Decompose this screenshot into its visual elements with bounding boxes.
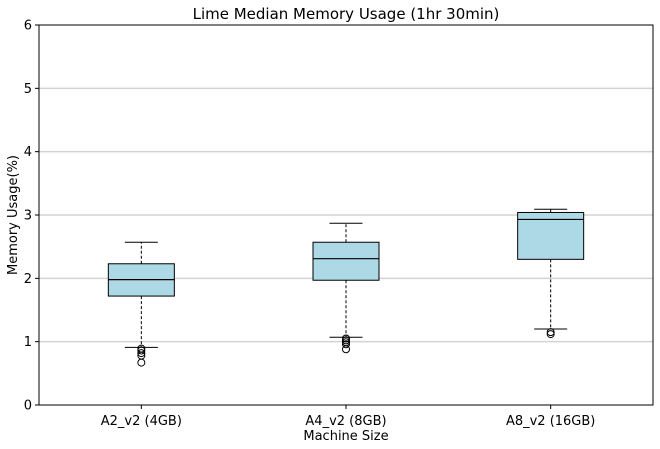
outlier-1-4 bbox=[342, 334, 350, 343]
y-tick-label-2: 2 bbox=[24, 272, 32, 287]
x-tick-label-2: A8_v2 (16GB) bbox=[506, 414, 595, 429]
x-axis-label: Machine Size bbox=[303, 429, 388, 444]
outlier-0-2 bbox=[137, 349, 146, 358]
y-tick-label-3: 3 bbox=[24, 209, 32, 224]
outlier-2-1 bbox=[546, 328, 555, 337]
axis-ticks: 0 1 2 3 4 5 6 A2_v2 (4GB) A4_v2 (8GB) A8_v2 (16GB… bbox=[24, 19, 596, 430]
box-body-2 bbox=[517, 211, 585, 260]
y-tick-label-0: 0 bbox=[24, 399, 32, 414]
box-2 bbox=[517, 208, 585, 339]
x-tick-label-0: A2_v2 (4GB) bbox=[101, 414, 182, 429]
box-series bbox=[107, 208, 585, 367]
outlier-0-0 bbox=[137, 358, 146, 367]
outlier-0-4 bbox=[137, 344, 146, 353]
y-tick-label-4: 4 bbox=[24, 145, 32, 160]
y-tick-label-6: 6 bbox=[24, 19, 32, 34]
x-tick-label-1: A4_v2 (8GB) bbox=[305, 414, 386, 429]
y-tick-label-5: 5 bbox=[24, 82, 32, 97]
chart-title: Lime Median Memory Usage (1hr 30min) bbox=[193, 5, 500, 23]
box-0 bbox=[107, 241, 175, 367]
y-tick-label-1: 1 bbox=[24, 335, 32, 350]
box-body-1 bbox=[312, 241, 380, 281]
y-axis-label: Memory Usage(%) bbox=[6, 155, 21, 275]
box-1 bbox=[312, 222, 380, 354]
